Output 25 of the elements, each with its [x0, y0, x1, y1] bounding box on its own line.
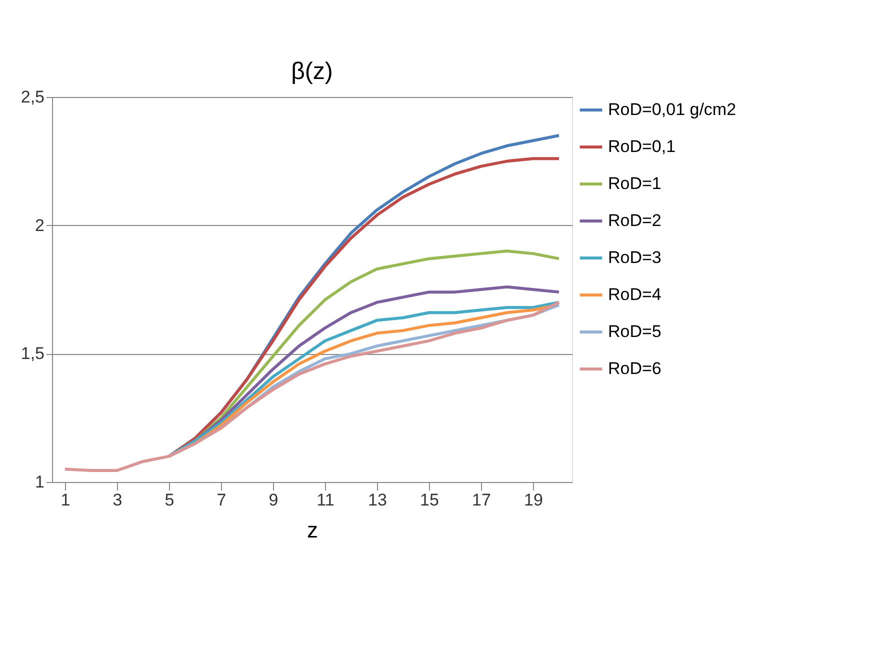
- legend-label: RoD=4: [608, 285, 662, 304]
- x-tick-label: 13: [368, 490, 387, 510]
- y-tick-label: 1,5: [20, 344, 44, 364]
- x-tick-label: 15: [420, 490, 439, 510]
- line-series: [64, 300, 560, 472]
- x-tick-label: 1: [60, 490, 70, 510]
- legend-label: RoD=0,01 g/cm2: [608, 100, 736, 119]
- legend-label: RoD=0,1: [608, 137, 676, 156]
- legend-label: RoD=5: [608, 322, 662, 341]
- legend-label: RoD=2: [608, 211, 662, 230]
- x-tick-label: 3: [112, 490, 122, 510]
- y-tick-label: 1: [35, 472, 44, 492]
- x-axis-title: z: [307, 518, 318, 542]
- legend-label: RoD=3: [608, 248, 662, 267]
- legend-label: RoD=1: [608, 174, 662, 193]
- x-tick-label: 7: [216, 490, 226, 510]
- x-tick-label: 5: [164, 490, 174, 510]
- x-tick-label: 17: [472, 490, 491, 510]
- y-tick-label: 2,5: [20, 88, 44, 106]
- y-tick-label: 2: [35, 216, 44, 235]
- x-tick-label: 9: [268, 490, 278, 510]
- x-tick-label: 19: [524, 490, 543, 510]
- chart-title: β(z): [291, 58, 333, 85]
- legend-label: RoD=6: [608, 359, 662, 378]
- x-tick-label: 11: [316, 490, 334, 510]
